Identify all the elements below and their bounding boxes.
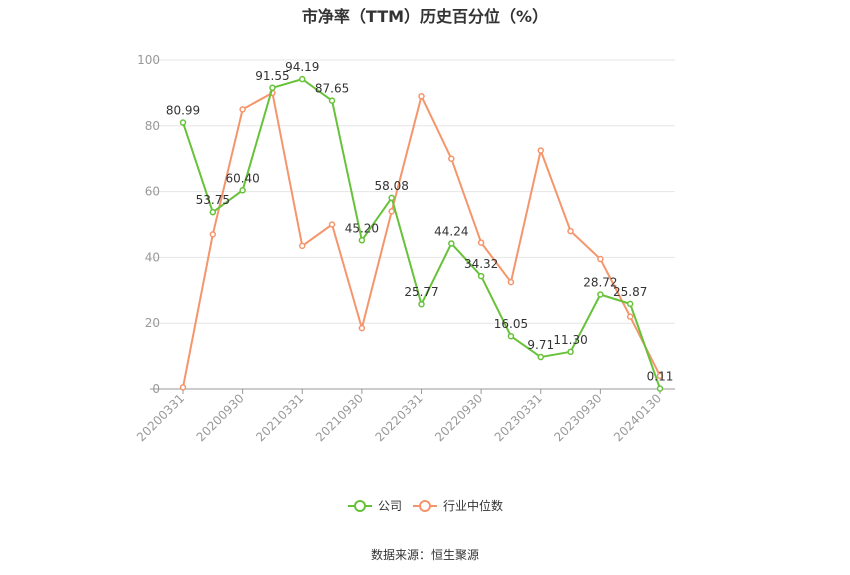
industry-median-point[interactable] [388,208,395,215]
company-point[interactable] [567,348,574,356]
legend-company-label: 公司 [378,499,402,513]
data-label: 34.32 [464,257,498,271]
data-label: 45.20 [345,221,379,235]
y-tick-label: 60 [145,185,160,199]
x-tick-label: 20220930 [432,391,485,444]
industry-median-point[interactable] [537,147,544,154]
industry-median-point[interactable] [656,372,664,380]
data-source: 数据来源：恒生聚源 [371,547,479,562]
data-label: 16.05 [494,317,528,331]
x-axis: 20200331 20200930 20210331 20210930 20220331… [134,388,675,444]
company-point[interactable] [388,194,395,202]
industry-median-point[interactable] [567,227,574,235]
x-tick-label: 20230331 [492,391,545,444]
industry-median-point[interactable] [328,221,336,228]
company-point[interactable] [448,240,455,247]
data-label: 53.75 [196,193,230,207]
company-point[interactable] [477,272,485,280]
y-tick-label: 100 [137,53,160,67]
data-label: 25.77 [404,285,438,299]
company-point[interactable] [179,119,187,126]
company-point[interactable] [239,187,246,194]
legend-item-company[interactable]: 公司 [348,499,402,513]
data-label: 91.55 [255,69,289,83]
data-label: 80.99 [166,104,200,118]
company-point[interactable] [299,75,306,83]
industry-median-point[interactable] [477,239,485,246]
company-point[interactable] [656,385,664,392]
y-tick-label: 20 [145,316,160,330]
x-tick-label: 20240130 [611,391,664,444]
industry-median-point[interactable] [418,92,425,100]
series-industry-median [179,89,664,391]
x-tick-label: 20210930 [313,391,366,444]
data-label: 58.08 [375,179,409,193]
industry-median-point[interactable] [299,242,306,250]
data-label: 0.11 [647,370,674,384]
industry-median-point[interactable] [239,106,246,113]
company-point[interactable] [537,353,544,361]
data-label: 11.30 [553,333,587,347]
series-company [179,75,664,392]
y-tick-label: 80 [145,119,160,133]
x-tick-label: 20200331 [134,391,187,444]
data-label: 94.19 [285,60,319,74]
industry-median-point[interactable] [448,155,455,162]
company-point[interactable] [209,208,217,216]
industry-median-line [182,91,661,388]
company-point[interactable] [269,84,276,92]
data-label: 25.87 [613,285,647,299]
data-label: 9.71 [527,338,554,352]
industry-median-point[interactable] [358,324,366,332]
x-tick-label: 20230930 [551,391,604,444]
company-point[interactable] [328,97,336,104]
industry-median-point[interactable] [626,313,634,320]
x-tick-label: 20200930 [194,391,247,444]
company-point[interactable] [597,291,604,298]
grid [150,59,675,324]
y-tick-label: 40 [145,250,160,264]
chart-title: 市净率（TTM）历史百分位（%） [302,7,548,26]
legend[interactable]: 公司 行业中位数 [348,498,503,513]
company-point[interactable] [418,300,425,308]
industry-median-point[interactable] [507,278,515,286]
industry-median-point[interactable] [209,231,217,238]
data-label: 28.72 [583,276,617,290]
legend-industry-marker [419,500,431,512]
company-point[interactable] [507,332,515,340]
legend-item-industry-median[interactable]: 行业中位数 [413,498,503,513]
legend-company-marker [354,500,366,512]
company-point[interactable] [358,237,366,244]
data-label: 44.24 [434,224,468,238]
x-tick-label: 20220331 [373,391,426,444]
company-point[interactable] [626,300,634,308]
x-tick-label: 20210331 [253,391,306,444]
data-label: 87.65 [315,82,349,96]
industry-median-point[interactable] [179,384,187,391]
industry-median-point[interactable] [597,255,604,263]
legend-industry-label: 行业中位数 [443,498,503,513]
data-label: 60.40 [225,171,259,185]
